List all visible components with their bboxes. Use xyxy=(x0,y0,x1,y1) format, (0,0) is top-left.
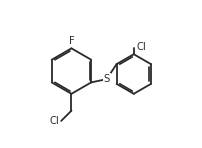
Text: Cl: Cl xyxy=(49,116,59,126)
Text: F: F xyxy=(68,36,74,46)
Text: S: S xyxy=(103,74,109,84)
Text: Cl: Cl xyxy=(136,42,145,52)
